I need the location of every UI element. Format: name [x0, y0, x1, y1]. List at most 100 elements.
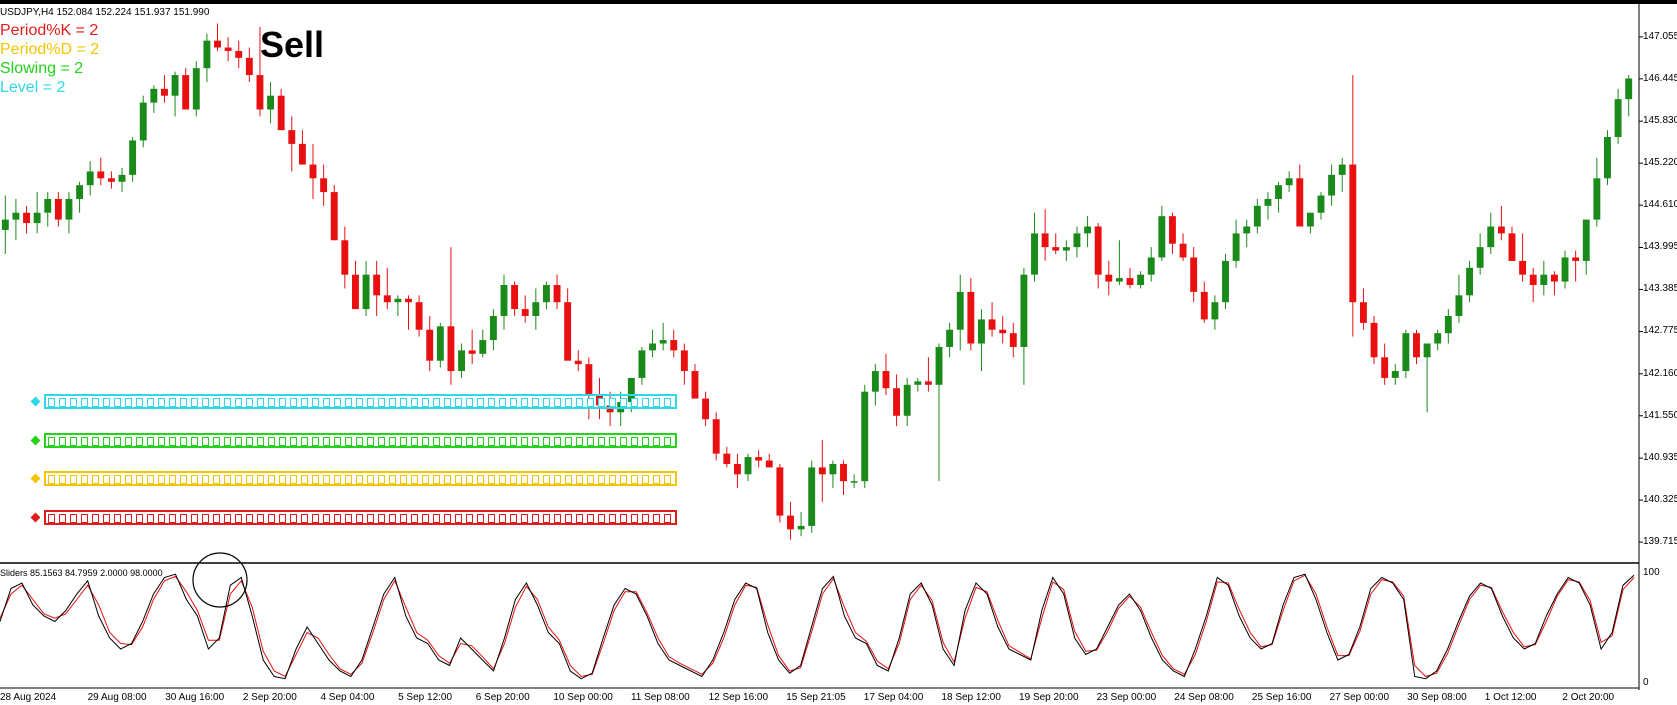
slider-cell[interactable] [235, 475, 242, 484]
slider-cell[interactable] [81, 437, 88, 446]
slider-cell[interactable] [389, 437, 396, 446]
slider-cell[interactable] [664, 437, 671, 446]
slider-cell[interactable] [202, 398, 209, 407]
slider-cell[interactable] [499, 475, 506, 484]
slider-cell[interactable] [356, 514, 363, 523]
slider-level[interactable] [44, 394, 677, 409]
slider-cell[interactable] [268, 437, 275, 446]
slider-cell[interactable] [510, 514, 517, 523]
slider-cell[interactable] [367, 398, 374, 407]
slider-cell[interactable] [466, 514, 473, 523]
slider-cell[interactable] [565, 437, 572, 446]
slider-cell[interactable] [653, 398, 660, 407]
slider-cell[interactable] [158, 514, 165, 523]
slider-cell[interactable] [202, 514, 209, 523]
slider-cell[interactable] [147, 437, 154, 446]
slider-cell[interactable] [114, 437, 121, 446]
slider-cell[interactable] [532, 475, 539, 484]
slider-cell[interactable] [532, 437, 539, 446]
slider-cell[interactable] [444, 398, 451, 407]
slider-cell[interactable] [433, 475, 440, 484]
slider-cell[interactable] [312, 475, 319, 484]
slider-cell[interactable] [554, 475, 561, 484]
slider-cell[interactable] [169, 514, 176, 523]
slider-cell[interactable] [598, 514, 605, 523]
slider-cell[interactable] [378, 437, 385, 446]
slider-cell[interactable] [180, 437, 187, 446]
slider-cell[interactable] [378, 398, 385, 407]
slider-cell[interactable] [631, 398, 638, 407]
slider-cell[interactable] [554, 514, 561, 523]
slider-cell[interactable] [532, 398, 539, 407]
slider-cell[interactable] [257, 398, 264, 407]
slider-cell[interactable] [345, 514, 352, 523]
slider-cell[interactable] [81, 514, 88, 523]
slider-cell[interactable] [191, 514, 198, 523]
slider-cell[interactable] [147, 398, 154, 407]
slider-cell[interactable] [499, 437, 506, 446]
slider-cell[interactable] [609, 398, 616, 407]
slider-cell[interactable] [620, 398, 627, 407]
slider-cell[interactable] [114, 398, 121, 407]
slider-cell[interactable] [455, 475, 462, 484]
slider-cell[interactable] [389, 514, 396, 523]
slider-cell[interactable] [400, 398, 407, 407]
slider-period-k[interactable] [44, 510, 677, 525]
slider-cell[interactable] [279, 437, 286, 446]
slider-cell[interactable] [565, 514, 572, 523]
slider-cell[interactable] [576, 514, 583, 523]
slider-cell[interactable] [631, 514, 638, 523]
slider-cell[interactable] [323, 437, 330, 446]
slider-period-d[interactable] [44, 471, 677, 486]
slider-cell[interactable] [92, 514, 99, 523]
slider-cell[interactable] [521, 475, 528, 484]
slider-cell[interactable] [202, 437, 209, 446]
slider-cell[interactable] [224, 475, 231, 484]
slider-cell[interactable] [136, 514, 143, 523]
slider-cell[interactable] [488, 398, 495, 407]
slider-cell[interactable] [312, 398, 319, 407]
slider-cell[interactable] [587, 398, 594, 407]
slider-cell[interactable] [125, 514, 132, 523]
slider-cell[interactable] [499, 514, 506, 523]
slider-cell[interactable] [268, 514, 275, 523]
slider-cell[interactable] [125, 398, 132, 407]
slider-cell[interactable] [103, 398, 110, 407]
slider-cell[interactable] [290, 514, 297, 523]
slider-cell[interactable] [180, 398, 187, 407]
slider-cell[interactable] [587, 514, 594, 523]
slider-cell[interactable] [631, 475, 638, 484]
slider-cell[interactable] [400, 437, 407, 446]
slider-cell[interactable] [114, 514, 121, 523]
slider-cell[interactable] [664, 398, 671, 407]
slider-cell[interactable] [642, 398, 649, 407]
slider-cell[interactable] [169, 475, 176, 484]
slider-cell[interactable] [444, 437, 451, 446]
slider-cell[interactable] [158, 398, 165, 407]
slider-cell[interactable] [213, 398, 220, 407]
slider-cell[interactable] [213, 475, 220, 484]
slider-cell[interactable] [422, 398, 429, 407]
slider-cell[interactable] [290, 475, 297, 484]
slider-cell[interactable] [345, 437, 352, 446]
slider-cell[interactable] [92, 475, 99, 484]
slider-cell[interactable] [301, 514, 308, 523]
slider-cell[interactable] [620, 514, 627, 523]
slider-cell[interactable] [543, 398, 550, 407]
slider-cell[interactable] [158, 437, 165, 446]
slider-cell[interactable] [290, 437, 297, 446]
slider-cell[interactable] [246, 475, 253, 484]
slider-cell[interactable] [345, 398, 352, 407]
slider-cell[interactable] [48, 475, 55, 484]
slider-cell[interactable] [235, 398, 242, 407]
slider-cell[interactable] [268, 398, 275, 407]
slider-cell[interactable] [378, 514, 385, 523]
slider-cell[interactable] [554, 398, 561, 407]
slider-cell[interactable] [235, 514, 242, 523]
slider-cell[interactable] [356, 475, 363, 484]
slider-cell[interactable] [356, 437, 363, 446]
slider-cell[interactable] [433, 398, 440, 407]
slider-cell[interactable] [257, 514, 264, 523]
slider-cell[interactable] [224, 398, 231, 407]
slider-cell[interactable] [136, 398, 143, 407]
